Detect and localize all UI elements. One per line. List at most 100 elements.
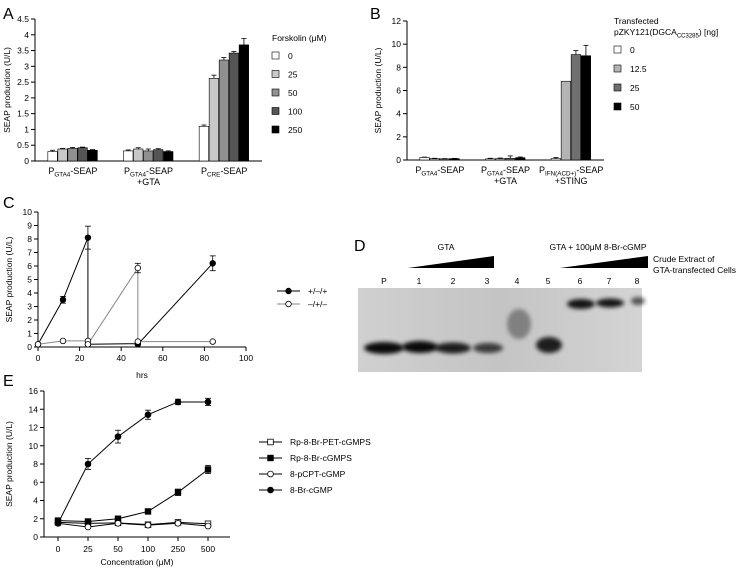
data-point: [174, 398, 182, 406]
data-point: [267, 486, 274, 494]
y-tick-label: 12: [392, 16, 402, 26]
category-label-line2: +GTA: [494, 176, 517, 186]
category-label: PGTA4-SEAP: [415, 165, 464, 178]
panel-letter-a: A: [3, 6, 14, 23]
legend-label: 12.5: [630, 64, 647, 74]
bar: [439, 158, 450, 161]
series-line: [37, 237, 214, 346]
gel-lane-label: 6: [578, 276, 583, 286]
category-label: PGTA4-SEAP: [48, 166, 97, 179]
legend-label: 50: [288, 88, 298, 98]
bar: [429, 158, 440, 161]
bar: [495, 158, 506, 161]
legend-label: 0: [630, 45, 635, 55]
data-point: [204, 466, 212, 473]
y-tick-label: 10: [23, 207, 33, 217]
y-tick-label: 7: [27, 248, 32, 258]
x-tick-label: 500: [201, 544, 215, 554]
gel-band: [536, 337, 562, 353]
gel-band: [364, 342, 404, 354]
category-label: PGTA4-SEAP: [124, 166, 173, 179]
x-tick-label: 50: [113, 544, 123, 554]
gel-lane-label: 8: [635, 276, 640, 286]
panel-letter-e: E: [3, 373, 14, 390]
data-point: [134, 338, 142, 345]
data-point: [84, 341, 92, 348]
legend-label: Rp-8-Br-PET-cGMPS: [290, 437, 371, 447]
data-point: [267, 454, 274, 462]
legend-label: 250: [288, 125, 302, 135]
y-tick-label: 0: [24, 156, 29, 166]
y-tick-label: 3: [27, 302, 32, 312]
bar: [67, 148, 78, 162]
data-point: [114, 433, 122, 440]
data-point: [267, 438, 274, 446]
y-tick-label: 2.5: [17, 77, 29, 87]
legend-swatch: [271, 88, 280, 97]
data-point: [204, 398, 212, 406]
y-tick-label: 3: [24, 61, 29, 71]
bar: [47, 151, 58, 162]
category-label-line2: +STING: [555, 176, 588, 186]
legend-swatch: [271, 125, 280, 134]
gel-side-label-1: Crude Extract of: [653, 254, 715, 264]
chart-panel-b: 0 2 4 6 8 10 12 SEAP production (U/L) PGTA4-SEAP…: [373, 16, 718, 186]
category-label: PCRE-SEAP: [201, 166, 247, 179]
y-tick-label: 0: [27, 342, 32, 352]
category-label-line2: +GTA: [137, 177, 160, 187]
category-label: PGTA4-SEAP: [481, 165, 530, 178]
data-point: [267, 470, 274, 478]
legend-marker: [285, 287, 292, 295]
y-tick-label: 0.5: [17, 140, 29, 150]
bar: [153, 149, 164, 162]
bar: [505, 157, 516, 161]
data-point: [144, 521, 152, 529]
chart-panel-e: 0 2 4 6 8 10 12 14 16 0 25 50 100 250 500 Concentration…: [4, 386, 371, 567]
y-tick-label: 4: [24, 30, 29, 40]
data-point: [209, 260, 216, 267]
legend-title: pZKY121(DGCACC3285) [ng]: [614, 27, 718, 40]
y-tick-label: 8: [396, 62, 401, 72]
gel-side-label-2: GTA-transfected Cells: [653, 265, 736, 275]
data-point: [174, 520, 182, 527]
legend-label: +/–/+: [308, 286, 327, 296]
x-axis-label: Concentration (μM): [101, 557, 174, 567]
y-tick-label: 6: [396, 86, 401, 96]
gel-lane-label: 7: [607, 276, 612, 286]
category-label: PIFN(ACD+)-SEAP: [539, 165, 603, 178]
y-tick-label: 6: [27, 261, 32, 271]
y-tick-label: 10: [392, 39, 402, 49]
panel-letter-d: D: [354, 238, 366, 255]
gel-band: [596, 298, 624, 308]
bar: [560, 80, 571, 161]
legend-label: Rp-8-Br-cGMPS: [290, 453, 352, 463]
y-tick-label: 8: [33, 459, 38, 469]
gel-lane-label: 2: [451, 276, 456, 286]
bar: [133, 148, 144, 162]
y-tick-label: 16: [29, 386, 39, 396]
bar: [515, 157, 526, 161]
bar: [419, 157, 430, 161]
bar: [208, 78, 219, 162]
series-line: [57, 522, 209, 528]
legend-swatch: [271, 70, 280, 78]
bar: [238, 44, 249, 162]
data-point: [84, 460, 92, 468]
legend-label: 0: [288, 51, 293, 61]
y-tick-label: 4.5: [17, 14, 29, 24]
bar: [570, 54, 581, 161]
panel-letter-c: C: [3, 195, 15, 212]
bar: [143, 150, 154, 162]
legend-swatch: [271, 51, 280, 60]
bar: [163, 151, 174, 162]
data-point: [54, 520, 62, 527]
series-line: [37, 266, 213, 346]
bar: [449, 158, 460, 161]
gel-lane-label: 1: [417, 276, 422, 286]
data-point: [114, 520, 122, 527]
data-point: [84, 234, 92, 241]
gel-lane-label: 3: [485, 276, 490, 286]
y-tick-label: 4: [396, 109, 401, 119]
